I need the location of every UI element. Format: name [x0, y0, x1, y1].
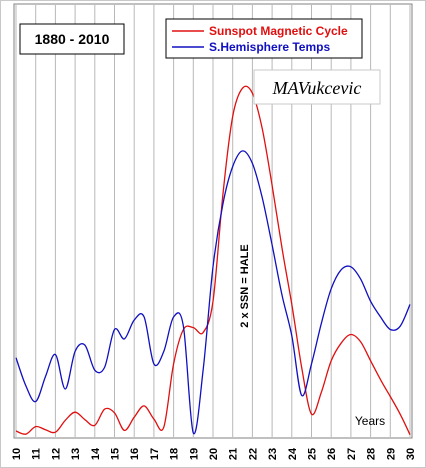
legend-label-temps: S.Hemisphere Temps	[209, 40, 330, 54]
watermark-box	[253, 69, 381, 105]
x-tick-label: 14	[90, 447, 102, 460]
x-tick-label: 15	[110, 448, 122, 460]
x-tick-label: 22	[247, 448, 259, 460]
x-tick-label: 20	[208, 448, 220, 460]
x-tick-label: 10	[11, 448, 23, 460]
x-tick-label: 29	[385, 448, 397, 460]
watermark-text: MAVukcevic	[272, 78, 362, 98]
x-tick-label: 12	[50, 448, 62, 460]
x-tick-label: 11	[31, 448, 43, 460]
x-tick-label: 23	[267, 448, 279, 460]
series-lines	[15, 85, 411, 435]
x-tick-label: 24	[287, 447, 299, 460]
x-tick-label: 16	[129, 448, 141, 460]
title-box	[19, 23, 125, 55]
x-tick-label: 30	[405, 448, 417, 460]
x-tick-label: 25	[307, 448, 319, 460]
x-tick-label: 19	[188, 448, 200, 460]
legend-label-sunspot: Sunspot Magnetic Cycle	[209, 24, 348, 38]
x-tick-label: 21	[228, 448, 240, 460]
annotation-hale: 2 x SSN = HALE	[239, 244, 251, 327]
series-line-temps	[15, 150, 411, 435]
legend	[165, 18, 363, 59]
series-line-sunspot	[15, 85, 411, 435]
x-tick-label: 17	[149, 448, 161, 460]
x-tick-labels: 10 11 12 13 14 15 16 17 18 19 20 21 22 23 24 25 26 27 28 29…	[11, 447, 417, 460]
x-tick-label: 27	[346, 448, 358, 460]
x-tick-label: 28	[366, 448, 378, 460]
x-tick-label: 18	[169, 448, 181, 460]
x-tick-label: 26	[326, 448, 338, 460]
x-tick-label: 13	[70, 448, 82, 460]
x-axis-label: Years	[355, 414, 385, 428]
chart-title: 1880 - 2010	[35, 31, 110, 47]
